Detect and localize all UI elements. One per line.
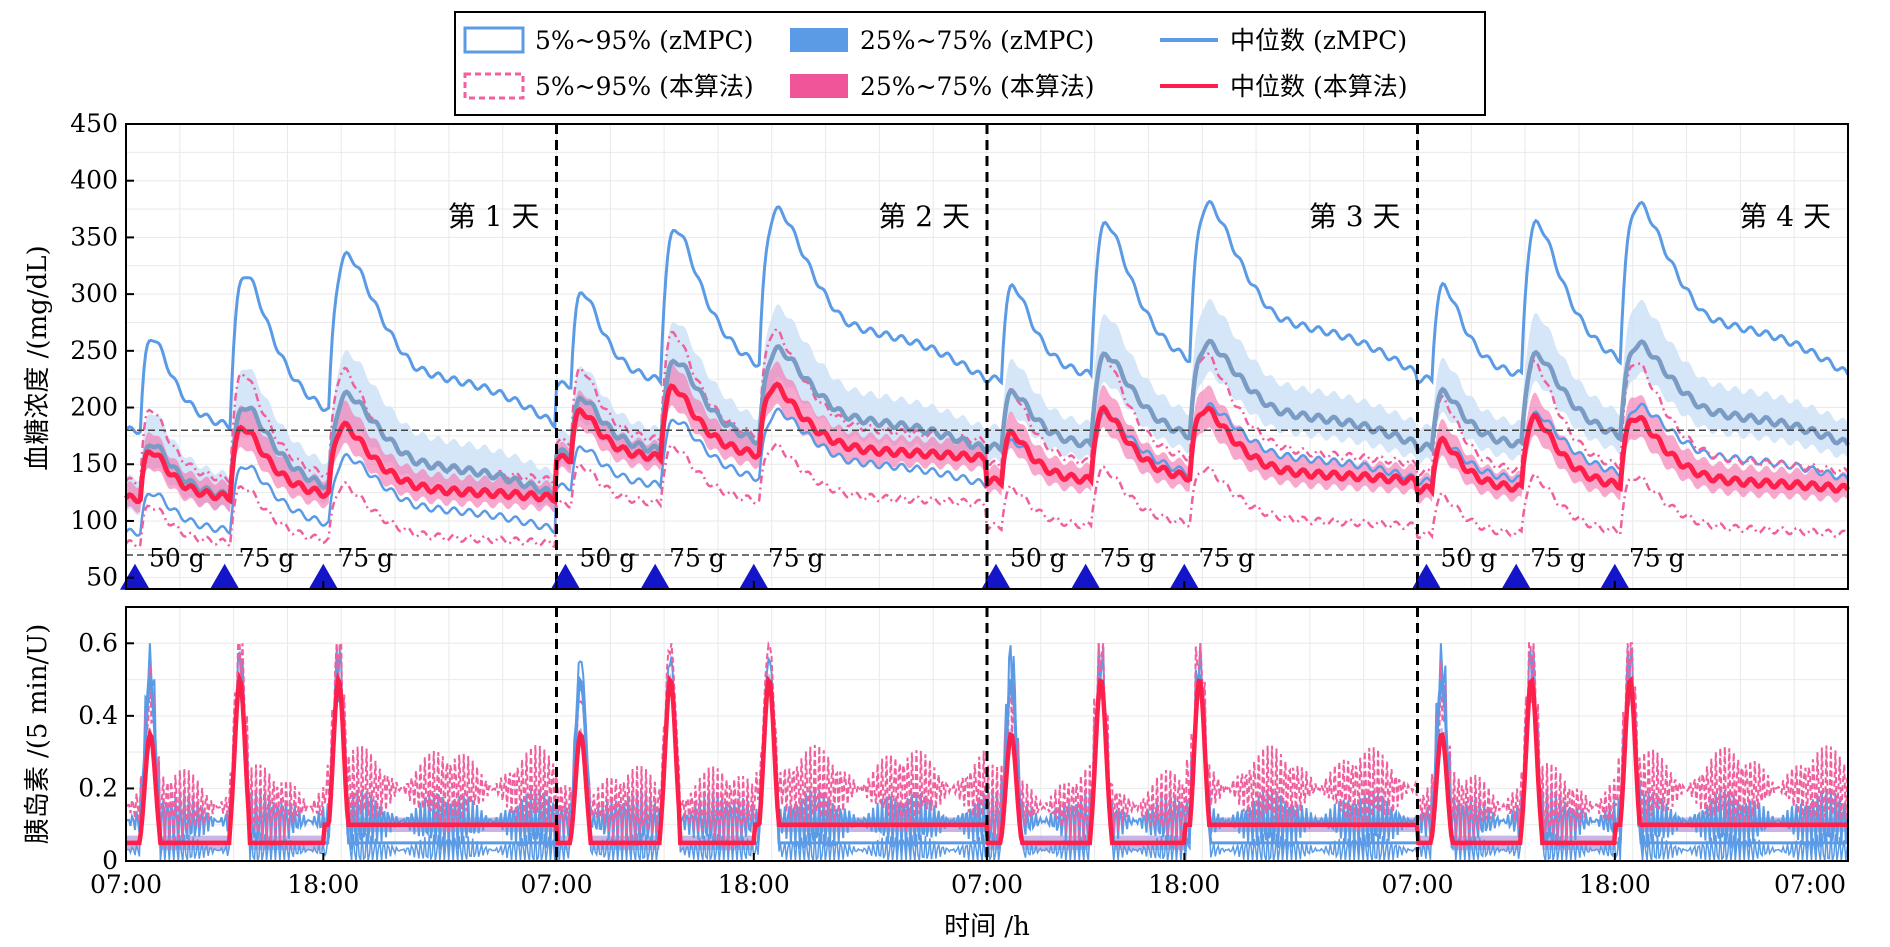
day-label: 第 4 天 [1739,200,1831,233]
meal-label: 75 g [1530,543,1586,572]
legend: 5%~95% (zMPC) 25%~75% (zMPC) 中位数 (zMPC) 5%~… [454,11,1486,116]
meal-marker-icon [640,563,671,590]
x-tick-label: 07:00 [90,870,162,899]
y-tick-label: 450 [70,109,118,138]
y-tick-label: 300 [70,279,118,308]
legend-label: 中位数 (本算法) [1230,72,1407,101]
legend-swatch [790,74,848,98]
y-tick-label: 200 [70,393,118,422]
legend-label: 中位数 (zMPC) [1230,26,1407,55]
x-tick-label: 18:00 [718,870,790,899]
day-label: 第 1 天 [448,200,540,233]
y-tick-label: 150 [70,449,118,478]
legend-label: 5%~95% (zMPC) [535,26,753,55]
meal-label: 75 g [337,543,393,572]
meal-marker-icon [550,563,581,590]
x-tick-label: 07:00 [520,870,592,899]
x-tick-label: 18:00 [1579,870,1651,899]
meal-marker-icon [308,563,339,590]
meal-marker-icon [738,563,769,590]
meal-label: 75 g [768,543,824,572]
day-label: 第 2 天 [878,200,970,233]
meal-label: 75 g [669,543,725,572]
x-tick-label: 07:00 [951,870,1023,899]
y-tick-label: 250 [70,336,118,365]
meal-marker-icon [980,563,1011,590]
meal-marker-icon [1169,563,1200,590]
meal-marker-icon [209,563,240,590]
y-tick-label: 100 [70,506,118,535]
meal-marker-icon [1070,563,1101,590]
legend-swatch [463,72,525,100]
x-tick-label: 18:00 [287,870,359,899]
meal-label: 50 g [149,543,205,572]
meal-label: 50 g [1010,543,1066,572]
meal-label: 50 g [1440,543,1496,572]
y-tick-label: 0.4 [78,701,118,730]
legend-label: 5%~95% (本算法) [535,72,754,101]
meal-marker-icon [1599,563,1630,590]
day-label: 第 3 天 [1309,200,1401,233]
y-tick-label: 0.6 [78,628,118,657]
insulin-panel: 0 0.2 0.4 0.6 07:00 18:00 07:00 18:00 07:00 18:0… [23,581,1849,942]
x-tick-label: 18:00 [1148,870,1220,899]
y-tick-label: 350 [70,222,118,251]
legend-swatch [463,26,525,54]
x-axis-label: 时间 /h [944,912,1030,942]
insulin-y-axis-label: 胰岛素 /(5 min/U) [23,624,53,845]
meal-marker-icon [1501,563,1532,590]
glucose-panel: 50 g 75 g 75 g 50 g 75 g 75 g 50 g 75 g 75 g 50 g… [23,109,1851,592]
meal-label: 75 g [1100,543,1156,572]
legend-frame [454,11,1486,116]
y-tick-label: 0.2 [78,773,118,802]
y-tick-label: 400 [70,166,118,195]
glucose-y-axis-label: 血糖浓度 /(mg/dL) [23,245,53,470]
legend-label: 25%~75% (zMPC) [860,26,1094,55]
meal-label: 75 g [1629,543,1685,572]
insulin-alg-p95-line [125,640,1849,851]
meal-label: 50 g [579,543,635,572]
y-tick-label: 0 [102,846,118,875]
meal-label: 75 g [1198,543,1254,572]
y-tick-label: 50 [86,563,118,592]
meal-marker-icon [119,563,150,590]
meal-marker-icon [1411,563,1442,590]
legend-swatch [790,28,848,52]
x-tick-label: 07:00 [1381,870,1453,899]
legend-label: 25%~75% (本算法) [860,72,1095,101]
x-tick-label: 07:00 [1774,870,1846,899]
meal-label: 75 g [239,543,295,572]
